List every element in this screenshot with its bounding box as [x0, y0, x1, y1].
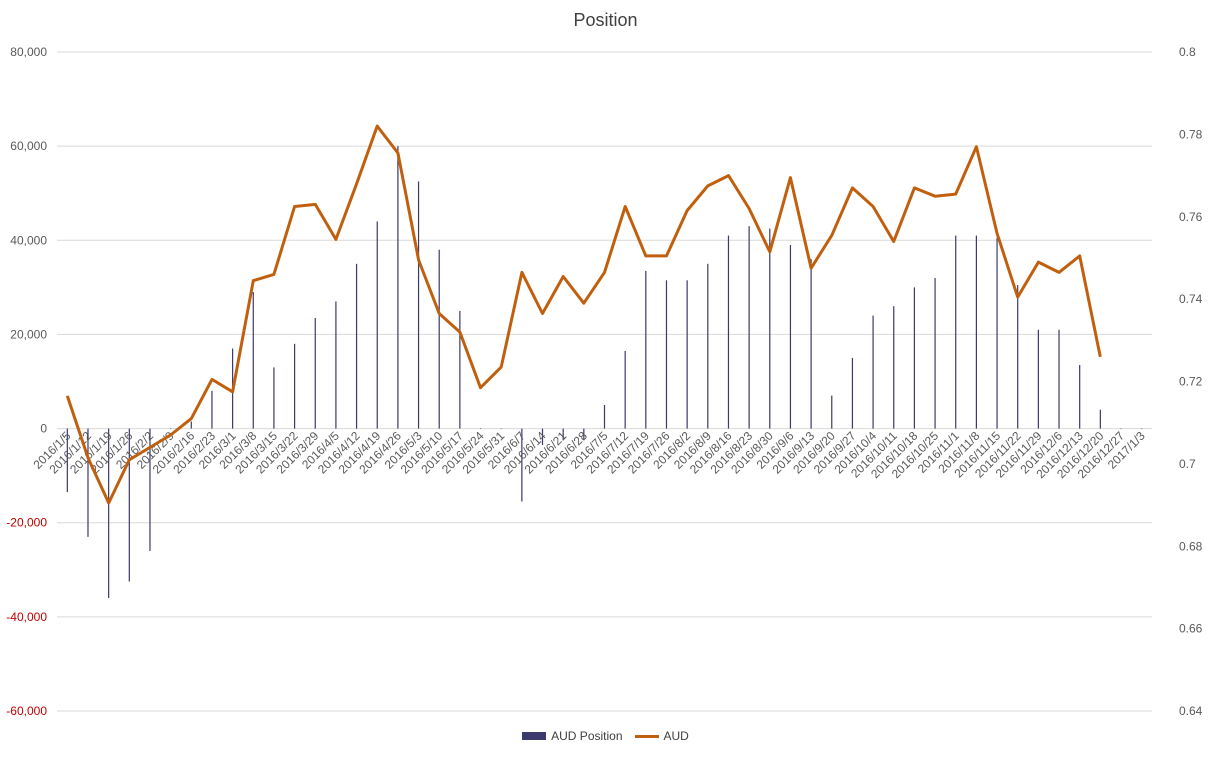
bar: [583, 428, 585, 441]
bar: [975, 235, 977, 429]
y-tick-label: 0: [40, 422, 47, 436]
bar: [934, 277, 936, 429]
y2-tick-label: 0.72: [1179, 375, 1203, 389]
bar: [769, 228, 771, 429]
line-series-aud: [65, 124, 1102, 505]
bar: [1099, 409, 1101, 429]
y-tick-label: 20,000: [10, 327, 47, 341]
bar: [521, 428, 523, 502]
bar: [252, 292, 254, 429]
legend: AUD Position AUD: [0, 729, 1211, 743]
bar: [335, 301, 337, 429]
y-tick-label: -20,000: [6, 516, 47, 530]
y-tick-label: 60,000: [10, 139, 47, 153]
bar: [541, 428, 544, 446]
bar: [293, 343, 296, 429]
bar: [1037, 329, 1039, 429]
bar: [1120, 428, 1122, 430]
bar: [624, 350, 626, 429]
bar: [645, 270, 647, 429]
bar: [1141, 428, 1143, 430]
bar: [273, 367, 275, 429]
bar: [1079, 365, 1081, 429]
bar: [149, 428, 151, 551]
bar: [872, 315, 874, 429]
bar: [355, 263, 358, 429]
y-tick-label: 80,000: [10, 45, 47, 59]
bar: [1058, 329, 1060, 429]
bar: [417, 181, 420, 429]
y2-tick-label: 0.66: [1179, 622, 1203, 636]
bar: [376, 221, 378, 429]
bar: [789, 244, 792, 429]
bar: [955, 235, 957, 429]
bar: [108, 428, 110, 599]
bar: [727, 235, 730, 429]
bar: [479, 428, 482, 429]
bar: [500, 428, 502, 430]
y2-tick-label: 0.7: [1179, 457, 1196, 471]
bar: [831, 395, 833, 429]
bar: [665, 280, 668, 429]
bar: [913, 287, 916, 429]
bar: [170, 428, 172, 429]
bar: [438, 249, 440, 429]
bar: [748, 226, 750, 429]
bar: [1017, 285, 1019, 429]
bar: [459, 310, 461, 429]
bar: [211, 390, 213, 429]
legend-swatch-position: [522, 732, 547, 740]
y-tick-label: -40,000: [6, 610, 47, 624]
legend-label-aud: AUD: [663, 729, 689, 743]
chart-title: Position: [573, 10, 638, 30]
y-tick-label: -60,000: [6, 704, 47, 718]
y2-tick-label: 0.76: [1179, 210, 1203, 224]
y2-tick-label: 0.74: [1179, 292, 1203, 306]
bar: [314, 317, 316, 429]
bar: [810, 259, 812, 429]
bar: [893, 306, 895, 429]
bar: [66, 428, 68, 493]
bar: [686, 280, 688, 429]
y2-tick-label: 0.64: [1179, 704, 1203, 718]
bar: [707, 263, 709, 429]
bar: [190, 421, 192, 429]
legend-label-position: AUD Position: [551, 729, 623, 743]
bar: [87, 428, 89, 537]
bar: [851, 357, 854, 429]
legend-swatch-aud: [634, 734, 659, 738]
legend-item-aud: AUD: [634, 729, 689, 743]
bar: [603, 405, 606, 429]
y-tick-label: 40,000: [10, 233, 47, 247]
y2-tick-label: 0.68: [1179, 539, 1203, 553]
bar: [562, 428, 564, 441]
y2-tick-label: 0.78: [1179, 127, 1203, 141]
bar: [996, 237, 998, 429]
bar: [128, 428, 130, 582]
y2-tick-label: 0.8: [1179, 45, 1196, 59]
bar: [397, 146, 399, 429]
legend-item-position: AUD Position: [522, 729, 623, 743]
